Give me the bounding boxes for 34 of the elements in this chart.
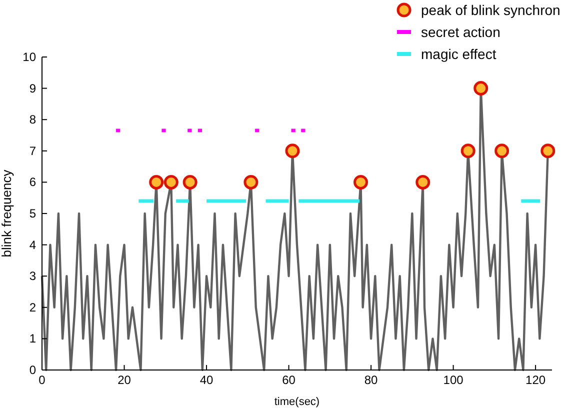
point xyxy=(460,144,476,158)
y-tick-label: 1 xyxy=(29,332,36,346)
y-tick-label: 3 xyxy=(29,269,36,284)
y-tick-label: 8 xyxy=(29,112,36,127)
point xyxy=(149,174,164,190)
point xyxy=(285,144,300,158)
x-tick-label: 40 xyxy=(200,373,214,387)
legend-label: secret action xyxy=(421,24,500,40)
y-tick-label: 10 xyxy=(22,50,36,64)
point xyxy=(354,174,368,190)
y-tick-label: 9 xyxy=(29,81,36,96)
y-tick-label: 0 xyxy=(29,363,36,377)
y-tick-label: 2 xyxy=(29,300,36,314)
point xyxy=(244,174,258,190)
y-tick-label: 4 xyxy=(29,238,36,252)
x-tick-label: 120 xyxy=(526,373,546,387)
y-tick-label: 7 xyxy=(29,144,36,158)
point xyxy=(182,174,198,190)
x-tick-label: 100 xyxy=(443,373,464,387)
legend-label: magic effect xyxy=(421,46,496,62)
y-tick-label: 6 xyxy=(29,175,36,190)
point xyxy=(474,81,488,96)
x-axis-title: time(sec) xyxy=(274,396,320,408)
x-tick-label: 0 xyxy=(38,373,46,387)
point xyxy=(494,144,510,158)
point xyxy=(416,174,430,190)
x-tick-label: 20 xyxy=(118,373,132,387)
y-tick-label: 5 xyxy=(29,206,36,220)
x-tick-label: 80 xyxy=(364,373,378,387)
legend-label: peak of blink synchron xyxy=(421,2,560,18)
y-axis-title: blink frequency xyxy=(0,169,14,258)
point xyxy=(164,174,178,190)
point xyxy=(540,144,556,158)
x-tick-label: 60 xyxy=(282,373,296,387)
